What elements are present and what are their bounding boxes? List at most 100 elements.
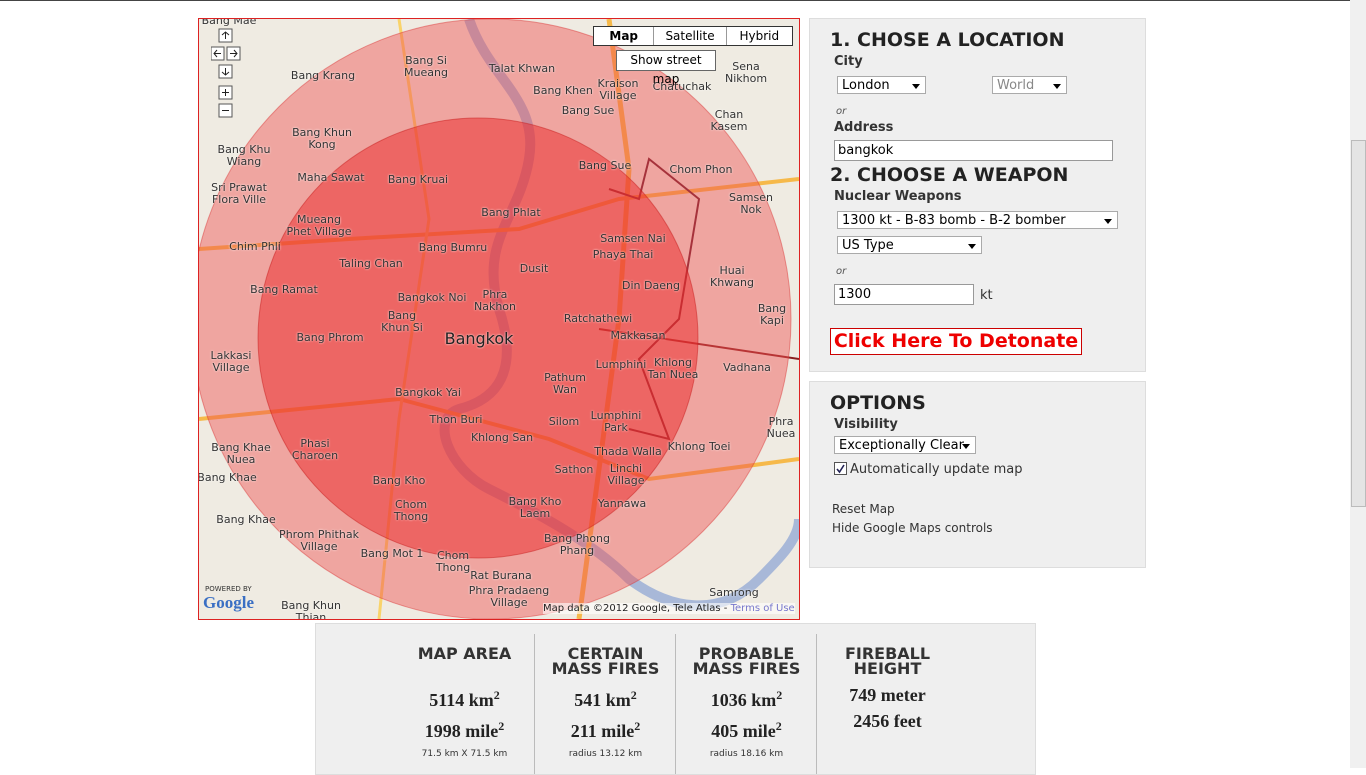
stat-exponent: 2 xyxy=(498,719,505,733)
stat-value-text: 749 meter xyxy=(849,685,926,705)
attribution-text: Map data ©2012 Google, Tele Atlas - xyxy=(543,603,731,614)
map[interactable]: Bang Mae Bang Krang Bang Si Mueang Talat Kh… xyxy=(198,18,800,620)
place-label: Bang Phlat xyxy=(481,206,541,219)
place-label: Bang Bumru xyxy=(418,241,488,254)
pan-zoom-controls[interactable] xyxy=(211,27,241,127)
stat-value-text: 541 km xyxy=(574,690,631,710)
stat-value: 1036 km2 xyxy=(676,682,817,713)
place-label: Maha Sawat xyxy=(297,171,365,184)
or-text: or xyxy=(836,106,847,117)
place-label: Lumphini xyxy=(595,358,647,371)
place-label: Phaya Thai xyxy=(592,248,654,261)
street-map-button[interactable]: Show street map xyxy=(616,50,716,86)
map-type-button[interactable]: Satellite xyxy=(654,27,727,45)
stat-value: 211 mile2 xyxy=(535,713,676,744)
place-label: Thada Walla xyxy=(594,445,662,458)
place-label: Ratchathewi xyxy=(563,312,633,325)
stat-value: 1998 mile2 xyxy=(394,713,535,744)
place-label: Thon Buri xyxy=(429,413,483,426)
place-label: Bang Khae xyxy=(216,513,276,526)
map-base xyxy=(199,19,799,619)
place-label: Khlong Tan Nuea xyxy=(647,356,699,381)
place-label: Samsen Nok xyxy=(729,191,773,216)
place-label: Linchi Village xyxy=(607,462,645,487)
powered-by: POWERED BY xyxy=(205,585,252,593)
place-label: Bang Si Mueang xyxy=(404,54,448,79)
place-label: Phra Pradaeng Village xyxy=(468,584,550,609)
place-label: Chom Thong xyxy=(393,498,429,523)
results-table: MAP AREA 5114 km2 1998 mile2 71.5 km X 71.5… xyxy=(315,623,1036,775)
city-select[interactable]: London xyxy=(837,76,926,94)
section-title: 2. CHOOSE A WEAPON xyxy=(830,164,1069,186)
stat-value: 405 mile2 xyxy=(676,713,817,744)
place-label: Taling Chan xyxy=(339,257,403,270)
place-label: Bang Kruai xyxy=(387,173,449,186)
place-label: Bang Khu Wiang xyxy=(217,143,271,168)
place-label: Bang Khun Si xyxy=(381,309,423,334)
place-label: Talat Khwan xyxy=(488,62,556,75)
stat-value-text: 405 mile xyxy=(711,721,776,741)
place-label: Chim Phli xyxy=(229,240,281,253)
place-label: Chom Phon xyxy=(669,163,733,176)
place-label: Bang Ramat xyxy=(250,283,318,296)
scrollbar-thumb[interactable] xyxy=(1351,140,1366,507)
stat-value: 749 meter xyxy=(817,682,958,708)
top-border xyxy=(0,0,1350,1)
address-label: Address xyxy=(834,120,894,135)
detonate-button[interactable]: Click Here To Detonate xyxy=(830,328,1082,355)
stat-value-text: 5114 km xyxy=(429,690,494,710)
stat-title: MAP AREA xyxy=(417,644,512,663)
column-divider xyxy=(534,634,535,774)
place-label: Bang Kapi xyxy=(757,302,787,327)
stat-value: 541 km2 xyxy=(535,682,676,713)
place-label: Bang Khen xyxy=(533,84,593,97)
place-label: Chom Thong xyxy=(435,549,471,574)
place-label: Bangkok xyxy=(444,329,514,348)
region-select[interactable]: World xyxy=(992,76,1067,94)
city-label: City xyxy=(834,54,863,69)
stat-value-text: 211 mile xyxy=(570,721,635,741)
column-divider xyxy=(816,634,817,774)
hide-controls-link[interactable]: Hide Google Maps controls xyxy=(832,521,993,535)
auto-update-label: Automatically update map xyxy=(850,462,1023,477)
map-type-button[interactable]: Hybrid xyxy=(739,29,780,43)
place-label: Lakkasi Village xyxy=(210,349,252,374)
map-type-button[interactable]: Map xyxy=(594,27,655,45)
type-select[interactable]: US Type xyxy=(837,236,982,254)
place-label: Bang Khae Nuea xyxy=(211,441,271,466)
auto-update-checkbox[interactable] xyxy=(834,462,847,475)
reset-link[interactable]: Reset Map xyxy=(832,502,895,516)
weapon-select[interactable]: 1300 kt - B-83 bomb - B-2 bomber xyxy=(837,211,1118,229)
stat-exponent: 2 xyxy=(775,719,782,733)
stat-note: 71.5 km X 71.5 km xyxy=(421,749,508,759)
scrollbar[interactable] xyxy=(1350,0,1366,768)
place-label: Sathon xyxy=(554,463,594,476)
stat-note: radius 13.12 km xyxy=(568,749,643,759)
place-label: Bang Sue xyxy=(561,104,615,117)
address-input[interactable]: bangkok xyxy=(834,140,1113,161)
stat-note: radius 18.16 km xyxy=(709,749,784,759)
visibility-select[interactable]: Exceptionally Clear xyxy=(834,436,976,454)
place-label: Sena Nikhom xyxy=(724,60,768,85)
place-label: Khlong Toei xyxy=(667,440,731,453)
place-label: Sri Prawat Flora Ville xyxy=(211,181,267,206)
google-logo: Google xyxy=(203,593,254,612)
visibility-label: Visibility xyxy=(834,417,898,432)
place-label: Phra Nuea xyxy=(766,415,796,440)
place-label: Bang Khun Thian xyxy=(281,599,341,620)
stat-exponent: 2 xyxy=(634,719,641,733)
section-title: OPTIONS xyxy=(830,392,926,414)
place-label: Bang Sue xyxy=(578,159,632,172)
yield-input[interactable]: 1300 xyxy=(834,284,974,305)
place-label: Bang Khun Kong xyxy=(292,126,352,151)
section-title: 1. CHOSE A LOCATION xyxy=(830,29,1065,51)
terms-link[interactable]: Terms of Use xyxy=(730,603,795,614)
or-text: or xyxy=(836,266,847,277)
stat-value-text: 1036 km xyxy=(710,690,777,710)
stat-value-text: 2456 feet xyxy=(853,711,922,731)
place-label: Din Daeng xyxy=(622,279,680,292)
stat-exponent: 2 xyxy=(776,688,783,702)
yield-unit: kt xyxy=(980,288,993,303)
place-label: Lumphini Park xyxy=(590,409,642,434)
